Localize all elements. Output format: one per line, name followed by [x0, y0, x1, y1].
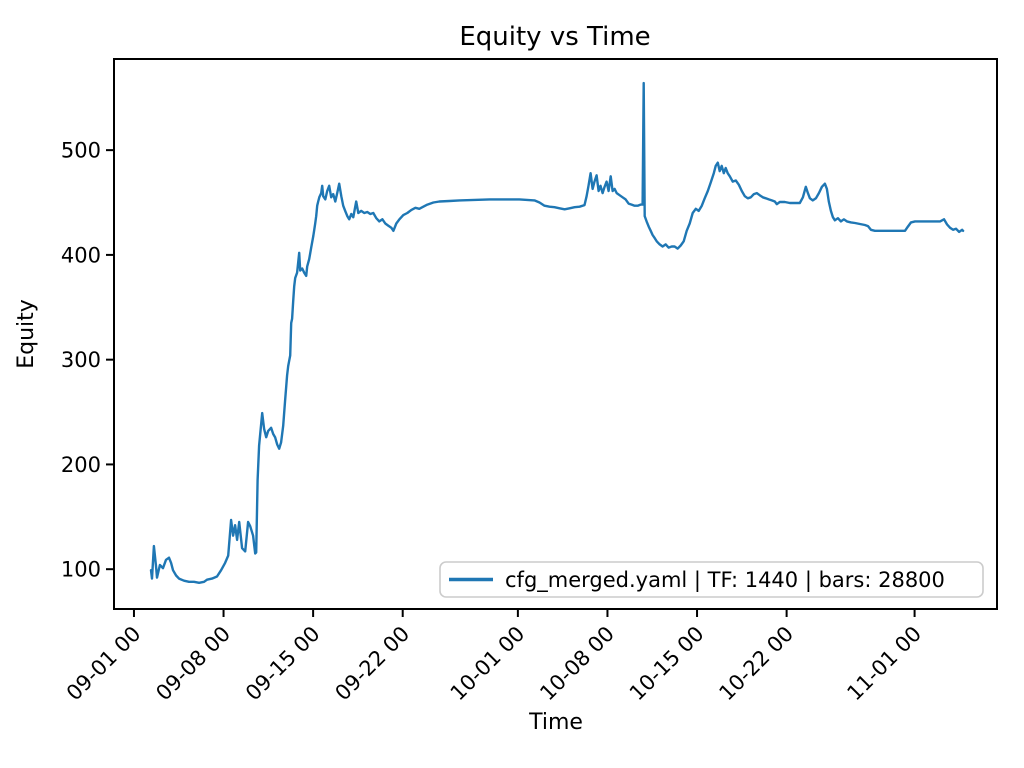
legend-box: [439, 561, 984, 598]
y-tick-label: 300: [61, 348, 101, 372]
y-tick-label: 100: [61, 558, 101, 582]
y-tick-label: 500: [61, 139, 101, 163]
chart-title: Equity vs Time: [459, 22, 650, 52]
x-axis-label: Time: [528, 710, 583, 735]
y-tick-label: 200: [61, 453, 101, 477]
legend: cfg_merged.yaml | TF: 1440 | bars: 28800: [439, 561, 984, 598]
y-tick-label: 400: [61, 243, 101, 267]
legend-entry-label: cfg_merged.yaml | TF: 1440 | bars: 28800: [505, 568, 945, 593]
y-axis-label: Equity: [14, 299, 39, 369]
plot-border-spines: [113, 58, 998, 610]
equity-curve-line: [149, 81, 965, 584]
y-axis-ticks: 100 200 300 400 500: [61, 139, 114, 582]
